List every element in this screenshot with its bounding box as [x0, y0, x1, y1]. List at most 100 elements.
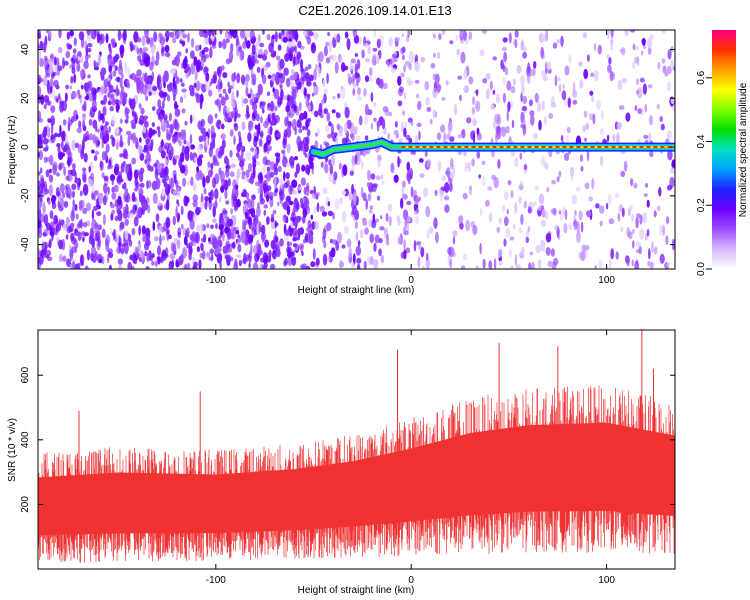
- spectrogram-cell: [355, 231, 359, 242]
- spectrogram-cell: [586, 54, 590, 62]
- spectrogram-cell: [377, 78, 383, 89]
- spectrogram-cell: [241, 79, 246, 86]
- spectrogram-cell: [509, 264, 515, 269]
- spectrogram-cell: [246, 208, 249, 220]
- spectrogram-cell: [580, 221, 584, 233]
- spectrogram-cell: [48, 174, 54, 183]
- spectrogram-cell: [280, 84, 283, 89]
- spectrogram-cell: [540, 239, 546, 252]
- spectrogram-cell: [214, 247, 220, 256]
- spectrogram-cell: [166, 194, 170, 203]
- spectrogram-cell: [192, 213, 198, 222]
- spectrogram-cell: [488, 260, 493, 269]
- spectrogram-cell: [666, 65, 672, 75]
- spectrogram-cell: [144, 131, 149, 138]
- spectrogram-cell: [260, 116, 263, 124]
- spectrogram-cell: [219, 262, 222, 269]
- spectrogram-cell: [203, 233, 207, 243]
- spectrogram-cell: [247, 132, 252, 143]
- spectrogram-cell: [114, 53, 120, 61]
- spectrogram-cell: [42, 147, 49, 152]
- spectrogram-cell: [438, 33, 442, 41]
- spectrogram-cell: [599, 127, 605, 136]
- spectrogram-cell: [323, 45, 328, 57]
- spectrogram-cell: [538, 193, 545, 205]
- spectrogram-cell: [117, 258, 123, 265]
- spectrogram-cell: [336, 123, 341, 130]
- spectrogram-cell: [590, 72, 595, 78]
- spectrogram-cell: [540, 219, 547, 227]
- spectrogram-cell: [180, 205, 184, 216]
- spectrogram-cell: [257, 83, 263, 96]
- spectrogram-cell: [449, 136, 455, 142]
- spectrogram-cell: [49, 154, 54, 166]
- spectrogram-cell: [277, 44, 282, 51]
- spectrogram-cell: [514, 202, 518, 214]
- spectrogram-cell: [321, 99, 324, 106]
- spectrogram-cell: [329, 238, 333, 244]
- spectrogram-cell: [107, 100, 112, 106]
- spectrogram-cell: [156, 256, 161, 261]
- spectrogram-cell: [443, 195, 450, 201]
- spectrogram-cell: [102, 195, 107, 206]
- spectrogram-cell: [618, 204, 623, 213]
- spectrogram-cell: [196, 59, 201, 66]
- spectrogram-cell: [436, 132, 442, 141]
- spectrogram-cell: [416, 241, 422, 246]
- spectrogram-cell: [236, 168, 241, 179]
- spectrogram-cell: [292, 243, 297, 248]
- spectrogram-cell: [249, 249, 253, 256]
- spectrogram-cell: [596, 100, 602, 110]
- spectrogram-cell: [161, 235, 165, 241]
- spectrogram-cell: [183, 263, 188, 269]
- spectrogram-cell: [277, 201, 280, 207]
- spectrogram-cell: [190, 37, 195, 48]
- spectrogram-cell: [497, 113, 501, 126]
- spectrogram-cell: [441, 96, 446, 102]
- spectrogram-cell: [246, 110, 250, 119]
- spectrogram-cell: [155, 213, 160, 223]
- spectrogram-cell: [77, 144, 83, 154]
- spectrogram-cell: [497, 159, 501, 169]
- spectrogram-cell: [620, 226, 624, 233]
- spectrogram-cell: [108, 264, 112, 269]
- spectrogram-cell: [77, 262, 81, 269]
- spectrogram-cell: [94, 232, 99, 242]
- spectrogram-cell: [313, 206, 317, 214]
- spectrogram-cell: [629, 204, 633, 212]
- spectrogram-cell: [175, 180, 179, 188]
- spectrogram-cell: [332, 95, 336, 100]
- spectrogram-cell: [579, 79, 584, 89]
- spectrogram-cell: [341, 190, 347, 195]
- spectrogram-cell: [207, 114, 214, 125]
- spectrogram-cell: [445, 80, 449, 86]
- spectrogram-cell: [286, 94, 291, 102]
- spectrogram-cell: [661, 58, 666, 64]
- spectrogram-cell: [635, 241, 642, 248]
- spectrogram-cell: [190, 176, 194, 187]
- spectrogram-cell: [282, 202, 285, 208]
- spectrogram-cell: [548, 112, 554, 119]
- spectrogram-cell: [429, 226, 434, 234]
- spectrogram-cell: [105, 33, 109, 44]
- spectrogram-cell: [313, 31, 319, 40]
- spectrogram-cell: [245, 192, 250, 200]
- spectrogram-cell: [288, 156, 295, 166]
- spectrogram-cell: [314, 110, 319, 118]
- spectrogram-cell: [231, 101, 236, 108]
- spectrogram-cell: [301, 251, 304, 256]
- spectrogram-cell: [178, 255, 184, 266]
- spectrogram-cell: [161, 109, 165, 116]
- spectrogram-cell: [247, 93, 252, 99]
- spectrogram-cell: [335, 135, 339, 148]
- spectrogram-cell: [460, 265, 466, 269]
- spectrogram-cell: [174, 250, 177, 255]
- spectrogram-cell: [364, 58, 371, 63]
- spectrogram-cell: [553, 257, 559, 266]
- spectrogram-cell: [324, 163, 329, 174]
- spectrogram-cell: [406, 76, 411, 86]
- spectrogram-cell: [91, 99, 97, 110]
- spectrogram-cell: [199, 98, 203, 110]
- spectrogram-cell: [580, 154, 583, 163]
- spectrogram-cell: [42, 232, 47, 237]
